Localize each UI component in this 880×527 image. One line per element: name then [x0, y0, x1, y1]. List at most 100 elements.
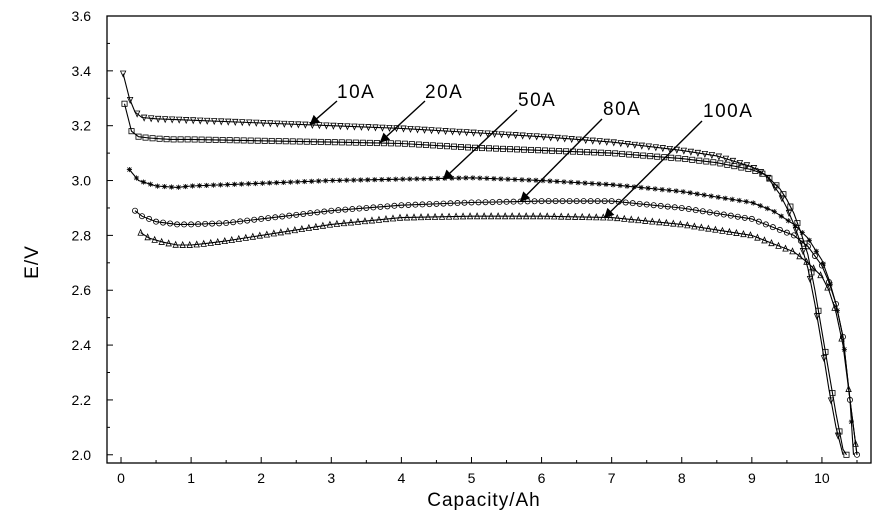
data-point — [740, 230, 747, 238]
data-point — [787, 203, 794, 210]
data-point — [547, 178, 553, 184]
data-point — [188, 221, 195, 228]
data-point — [142, 134, 149, 141]
series-label: 10A — [337, 82, 375, 103]
data-point — [638, 184, 644, 191]
series-line-50A — [128, 169, 855, 455]
data-point — [186, 240, 193, 248]
data-point — [366, 139, 373, 146]
data-point — [281, 120, 288, 128]
data-point — [449, 175, 455, 181]
data-point — [323, 178, 329, 184]
data-point — [729, 157, 737, 165]
data-point — [368, 216, 376, 224]
data-point — [414, 176, 420, 182]
data-point — [237, 218, 244, 225]
data-point — [281, 179, 287, 186]
data-point — [831, 303, 838, 311]
data-point — [729, 196, 735, 203]
data-point — [557, 212, 565, 220]
x-tick-label: 9 — [748, 470, 756, 486]
data-point — [211, 118, 218, 126]
data-point — [282, 138, 289, 145]
x-tick-label: 1 — [187, 470, 195, 486]
y-tick-label: 3.2 — [72, 118, 92, 134]
series-20A — [121, 100, 850, 458]
data-point — [771, 209, 777, 215]
data-point — [408, 141, 415, 148]
data-point — [778, 195, 786, 203]
data-point — [677, 220, 684, 228]
data-point — [782, 244, 789, 252]
data-point — [270, 229, 278, 237]
data-point — [678, 204, 685, 211]
data-point — [139, 213, 146, 220]
data-point — [205, 136, 212, 143]
data-point — [485, 145, 492, 152]
data-point — [252, 180, 259, 187]
data-point — [487, 212, 495, 220]
data-point — [182, 117, 190, 125]
data-point — [184, 136, 191, 143]
data-point — [379, 124, 386, 132]
data-point — [559, 198, 566, 205]
data-point — [561, 135, 568, 143]
data-point — [596, 138, 603, 146]
data-point — [545, 198, 552, 205]
data-point — [564, 212, 572, 220]
data-point — [137, 228, 144, 236]
data-point — [547, 134, 554, 142]
data-point — [219, 137, 226, 144]
data-point — [267, 180, 273, 186]
data-point — [468, 199, 475, 206]
data-point — [731, 163, 738, 170]
series-50A — [126, 166, 855, 455]
data-point — [670, 219, 677, 227]
data-point — [571, 212, 579, 220]
data-point — [498, 176, 504, 182]
data-point — [839, 333, 846, 340]
series-label: 80A — [603, 99, 641, 120]
data-point — [179, 240, 186, 248]
data-point — [373, 140, 380, 147]
data-point — [386, 176, 392, 183]
data-point — [654, 153, 661, 160]
data-point — [775, 241, 782, 249]
y-tick-label: 3.0 — [72, 173, 92, 189]
data-point — [687, 190, 693, 196]
data-point — [312, 222, 320, 230]
data-point — [512, 132, 519, 140]
series-layer — [119, 70, 860, 458]
data-point — [207, 238, 214, 246]
data-point — [748, 215, 755, 222]
data-point — [391, 202, 398, 209]
data-point — [734, 213, 741, 220]
data-point — [556, 148, 563, 155]
data-point — [747, 231, 754, 239]
data-point — [379, 176, 385, 183]
series-line-20A — [123, 103, 847, 456]
data-point — [235, 234, 242, 242]
data-point — [356, 205, 363, 212]
annotation-arrow — [309, 100, 338, 125]
data-point — [529, 212, 537, 220]
data-point — [706, 209, 713, 216]
data-point — [635, 216, 642, 224]
data-point — [347, 218, 355, 226]
data-point — [705, 224, 712, 232]
data-point — [377, 203, 384, 210]
data-point — [507, 146, 514, 153]
data-point — [296, 138, 303, 145]
data-point — [554, 134, 561, 142]
y-tick-label: 3.6 — [72, 8, 92, 24]
data-point — [365, 124, 372, 132]
data-point — [289, 138, 296, 145]
data-point — [447, 200, 454, 207]
x-tick-label: 10 — [814, 470, 830, 486]
data-point — [295, 179, 301, 185]
data-point — [519, 177, 525, 183]
data-point — [214, 237, 221, 245]
data-point — [303, 138, 310, 145]
data-point — [337, 177, 343, 183]
data-point — [575, 136, 582, 144]
